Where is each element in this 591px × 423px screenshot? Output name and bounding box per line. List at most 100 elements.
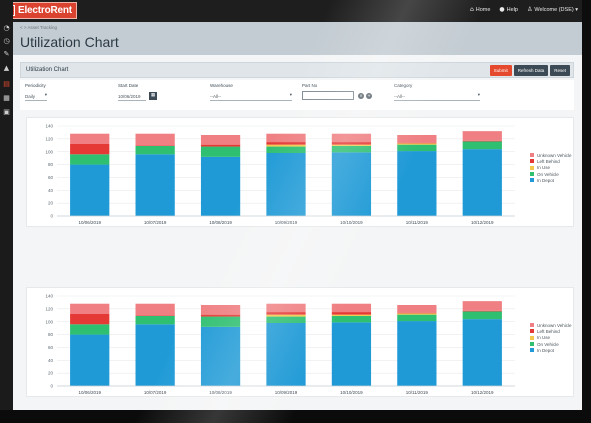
nav-help-link[interactable]: ● Help (499, 6, 518, 13)
submit-button[interactable]: Submit (489, 65, 512, 76)
legend-label: Unknown Vehicle (537, 322, 572, 328)
y-tick-label: 100 (45, 319, 53, 324)
bottom-bezel (0, 410, 591, 423)
legend-label: On Vehicle (537, 171, 559, 177)
bar-segment (331, 312, 372, 315)
legend-swatch (530, 172, 534, 177)
sidebar-item-clock[interactable]: ◷ (2, 37, 11, 46)
bar-segment (266, 303, 306, 313)
page-title: Utilization Chart (20, 34, 119, 50)
panel-header: Utilization Chart Submit Refresh Data Re… (20, 62, 574, 78)
chart-legend: Unknown Vehicle Left Behind In Use On Ve… (530, 322, 572, 353)
clear-icon[interactable]: × (358, 93, 364, 99)
legend-label: Left Behind (537, 158, 560, 164)
sidebar-item-report[interactable]: ▣ (2, 108, 11, 117)
sidebar: ◔ ◷ ✎ ▲ ▤ ▦ ▣ (0, 0, 13, 410)
calendar-icon[interactable]: ▦ (149, 92, 157, 100)
bar-segment (462, 149, 502, 216)
utilization-chart-1: 0 20 40 60 80 100 120 140 10/06/2019 10/07/2019 10… (26, 117, 574, 227)
start-date-input[interactable]: 10/06/2019 (118, 92, 146, 101)
sidebar-item-grid[interactable]: ▦ (2, 94, 11, 103)
y-tick-label: 20 (48, 371, 54, 376)
legend-swatch (530, 342, 534, 347)
legend-item-in-use[interactable]: In Use (530, 335, 572, 341)
bar-segment (200, 135, 241, 145)
bar-segment (397, 314, 437, 322)
category-label: Category (394, 83, 413, 88)
x-tick-label: 10/11/2019 (406, 390, 429, 395)
x-tick-label: 10/06/2019 (78, 390, 101, 395)
x-tick-label: 10/09/2019 (275, 390, 298, 395)
reset-button[interactable]: Reset (550, 65, 570, 76)
chart-svg: 0 20 40 60 80 100 120 140 10/06/2019 10/07/2019 10… (45, 124, 515, 225)
y-tick-label: 40 (48, 188, 54, 193)
bar-segment (266, 312, 306, 315)
x-tick-label: 10/07/2019 (144, 220, 167, 225)
add-icon[interactable]: + (366, 93, 372, 99)
x-tick-label: 10/12/2019 (471, 220, 494, 225)
y-tick-label: 140 (45, 124, 53, 129)
alert-icon: ▲ (3, 64, 10, 72)
legend-item-unknown-vehicle[interactable]: Unknown Vehicle (530, 322, 572, 328)
sidebar-item-dashboard[interactable]: ◔ (2, 24, 11, 33)
y-tick-label: 60 (48, 175, 54, 180)
legend-item-on-vehicle[interactable]: On Vehicle (530, 171, 572, 177)
bar-segment (462, 310, 502, 312)
bar-segment (331, 303, 372, 313)
bar-segment (70, 133, 110, 144)
bar-segment (462, 319, 502, 386)
bar-segment (462, 131, 502, 141)
legend-item-in-depot[interactable]: In Depot (530, 347, 572, 353)
nav-home-link[interactable]: ⌂ Home (470, 6, 490, 13)
legend-item-left-behind[interactable]: Left Behind (530, 328, 572, 334)
category-select[interactable]: --All-- ▾ (394, 92, 480, 101)
bar-segment (331, 322, 372, 386)
periodicity-select[interactable]: Daily ▾ (25, 92, 47, 101)
sidebar-item-chart[interactable]: ▤ (2, 80, 11, 89)
user-icon: ♙ (526, 6, 533, 13)
part-no-input[interactable] (302, 91, 354, 100)
user-menu[interactable]: ♙ Welcome (DSE) ▾ (527, 6, 578, 13)
legend-label: Left Behind (537, 328, 560, 334)
part-no-label: Part No (302, 83, 318, 88)
legend-item-unknown-vehicle[interactable]: Unknown Vehicle (530, 152, 572, 158)
grid-icon: ▦ (3, 94, 10, 102)
bar-segment (200, 156, 241, 216)
legend-label: In Depot (537, 177, 555, 183)
x-tick-label: 10/12/2019 (471, 390, 494, 395)
x-tick-label: 10/10/2019 (340, 220, 363, 225)
y-tick-label: 120 (45, 306, 53, 311)
sidebar-item-alert[interactable]: ▲ (2, 64, 11, 73)
bar-segment (397, 143, 437, 145)
bar-segment (266, 314, 306, 317)
bar-segment (266, 133, 306, 143)
sidebar-item-pin[interactable]: ✎ (2, 50, 11, 59)
bar-segment (266, 142, 306, 145)
bar-segment (266, 144, 306, 147)
bar-segment (135, 324, 175, 386)
bar-segment (200, 146, 241, 157)
legend-item-in-use[interactable]: In Use (530, 165, 572, 171)
breadcrumb[interactable]: < > Asset Tracking (20, 25, 58, 30)
legend-item-in-depot[interactable]: In Depot (530, 177, 572, 183)
bar-segment (331, 144, 372, 146)
chevron-down-icon: ▾ (289, 93, 292, 98)
legend-swatch (530, 323, 534, 328)
bar-segment (135, 133, 175, 146)
refresh-data-button[interactable]: Refresh Data (513, 65, 549, 76)
bar-segment (135, 145, 175, 155)
bar-segment (397, 312, 437, 314)
bar-segment (266, 146, 306, 153)
bar-segment (397, 144, 437, 152)
legend-item-left-behind[interactable]: Left Behind (530, 158, 572, 164)
periodicity-value: Daily (25, 94, 36, 99)
warehouse-select[interactable]: --All-- ▾ (210, 92, 292, 101)
bar-segment (70, 334, 110, 386)
x-tick-label: 10/09/2019 (275, 220, 298, 225)
legend-item-on-vehicle[interactable]: On Vehicle (530, 341, 572, 347)
x-tick-label: 10/08/2019 (209, 220, 232, 225)
user-menu-label: Welcome (DSE) ▾ (534, 7, 578, 13)
legend-label: In Use (537, 165, 551, 171)
legend-swatch (530, 165, 534, 170)
